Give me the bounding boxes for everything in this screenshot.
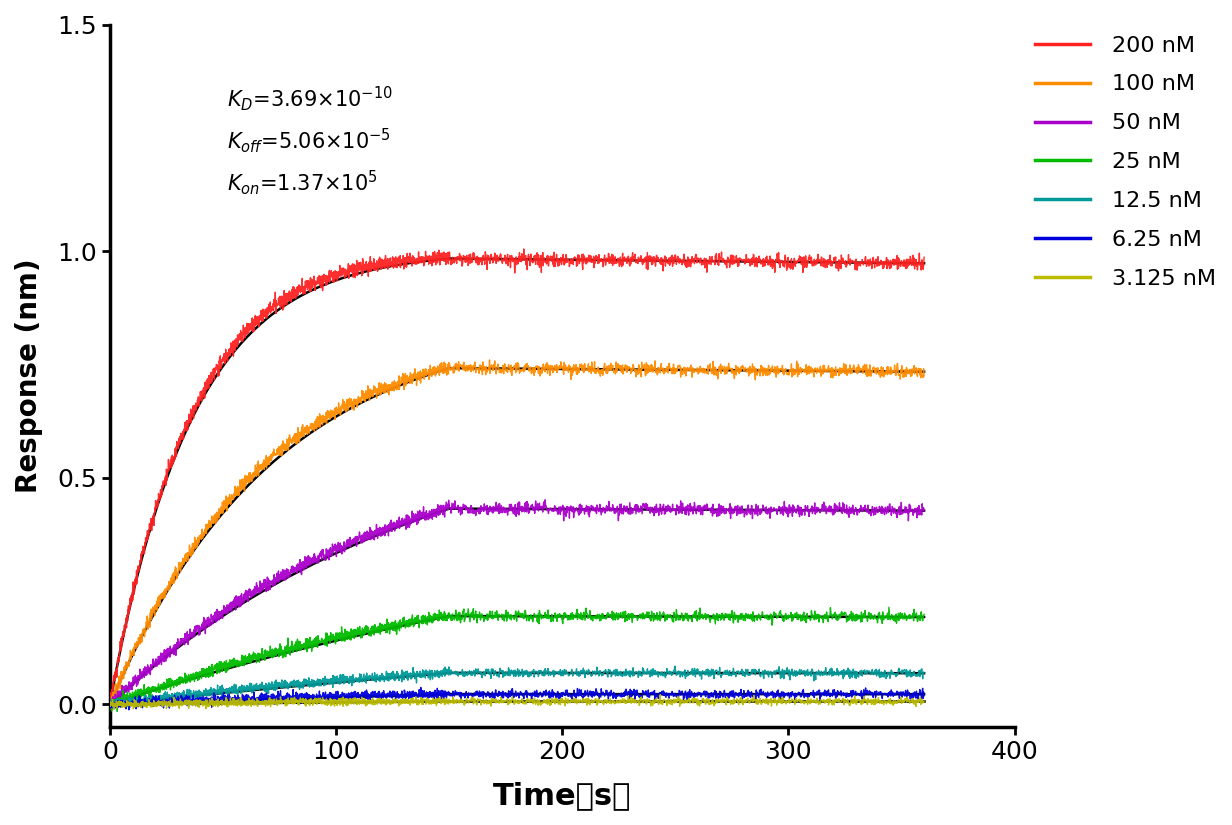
Text: $K_D$=3.69×10$^{-10}$: $K_D$=3.69×10$^{-10}$ — [228, 84, 393, 113]
Text: $K_{on}$=1.37×10$^5$: $K_{on}$=1.37×10$^5$ — [228, 168, 378, 197]
Y-axis label: Response (nm): Response (nm) — [15, 258, 43, 493]
Legend: 200 nM, 100 nM, 50 nM, 25 nM, 12.5 nM, 6.25 nM, 3.125 nM: 200 nM, 100 nM, 50 nM, 25 nM, 12.5 nM, 6… — [1035, 35, 1216, 289]
Text: $K_{off}$=5.06×10$^{-5}$: $K_{off}$=5.06×10$^{-5}$ — [228, 126, 392, 155]
X-axis label: Time（s）: Time（s） — [493, 781, 631, 810]
